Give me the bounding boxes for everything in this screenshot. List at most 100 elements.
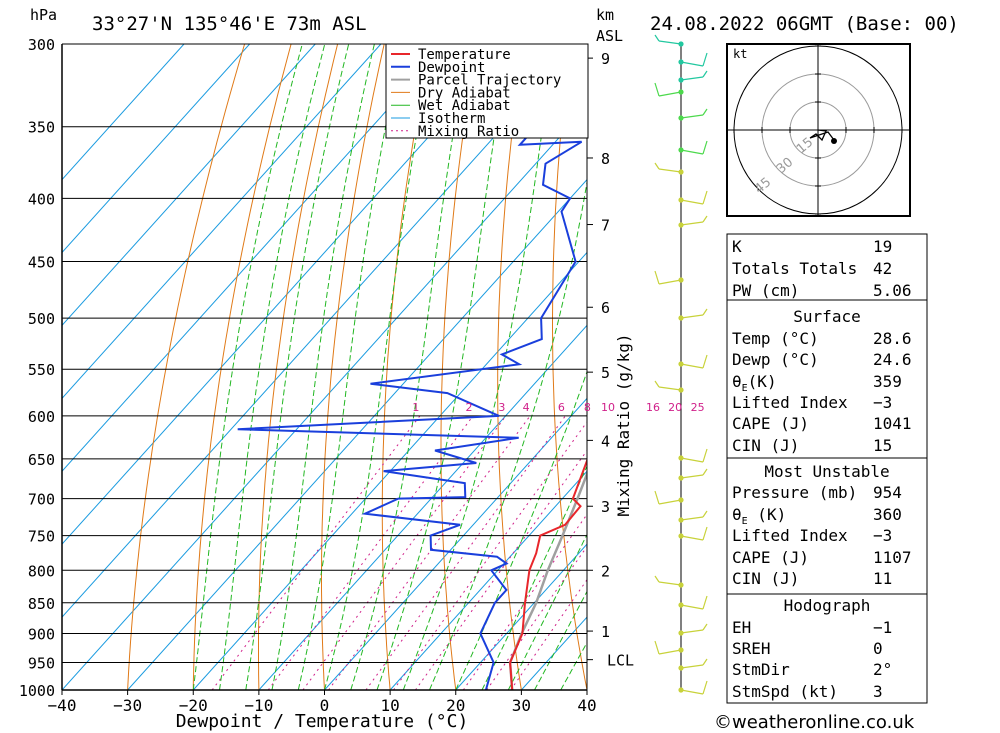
wind-barb (680, 516, 704, 521)
wind-barb-flag (702, 108, 708, 116)
wet-adiabat-line (507, 533, 587, 690)
wind-dot (678, 89, 684, 95)
wind-barb (658, 40, 682, 45)
mixing-ratio-value: 6 (558, 401, 565, 414)
wind-dot (678, 665, 684, 671)
x-tick-label: 0 (320, 696, 330, 715)
mixing-ratio-value: 2 (466, 401, 473, 414)
wind-barb (680, 604, 704, 610)
wind-dot (678, 277, 684, 283)
table-box (726, 457, 928, 595)
sreh-value: 0 (873, 639, 883, 658)
legend-entry: Dewpoint (418, 60, 485, 76)
dry-adiabat-line (657, 44, 718, 690)
isotherm-line (324, 397, 587, 690)
pressure-tick-label: 650 (28, 451, 55, 469)
wind-barb (680, 114, 704, 119)
x-axis-label: Dewpoint / Temperature (°C) (176, 711, 469, 732)
mixing-ratio-value: 20 (668, 401, 682, 414)
isotherm-line (62, 105, 587, 690)
legend-entry: Wet Adiabat (418, 98, 511, 114)
mu-cape-value: 1107 (873, 548, 912, 567)
location-title: 33°27'N 135°46'E 73m ASL (92, 13, 367, 35)
dewpoint-line (237, 44, 583, 690)
wind-barb-flag (702, 468, 708, 476)
storm-direction-value: 2° (873, 660, 892, 679)
wind-barb-flag (654, 82, 660, 97)
wind-barb (658, 91, 682, 97)
wind-barb-flag (702, 510, 708, 518)
dry-adiabat-line (943, 44, 1000, 690)
wind-barb-flag (702, 680, 708, 695)
wet-adiabat-line (245, 44, 350, 690)
wind-barb (680, 149, 704, 155)
wet-adiabat-line (402, 44, 556, 690)
totals-totals-label: Totals Totals (732, 259, 857, 278)
mu-pressure-value: 954 (873, 483, 902, 502)
wind-barb (680, 76, 704, 81)
mixing-ratio-line (267, 415, 474, 690)
wind-barb-flag (702, 308, 708, 316)
pressure-tick-label: 550 (28, 361, 55, 379)
wind-barb-flag (654, 162, 660, 170)
pressure-tick-label: 700 (28, 491, 55, 509)
mixing-ratio-value: 3 (498, 401, 505, 414)
credit-text: ©weatheronline.co.uk (714, 712, 915, 733)
wind-barb (658, 649, 682, 655)
mixing-ratio-line (328, 415, 531, 690)
dry-adiabat-line (258, 44, 339, 690)
mixing-ratio-axis-label: Mixing Ratio (g/kg) (614, 333, 633, 516)
wind-barb (680, 199, 704, 205)
storm-motion-dot (831, 138, 837, 144)
isotherm-line (192, 251, 587, 690)
wind-barb-flag (702, 595, 708, 610)
km-tick-label: LCL (607, 652, 634, 670)
totals-totals-value: 42 (873, 259, 892, 278)
hodograph-trace (809, 129, 835, 142)
wind-barb-flag (702, 70, 708, 78)
mu-lifted-index-label: Lifted Index (732, 526, 848, 545)
km-tick-label: 3 (601, 498, 610, 516)
table-box (726, 233, 928, 301)
wind-barb (658, 386, 682, 391)
axes: 3003504004505005506006507007508008509009… (19, 36, 634, 715)
x-tick-label: −20 (179, 696, 208, 715)
isotherm-line (258, 324, 587, 690)
pressure-tick-label: 300 (28, 36, 55, 54)
pressure-tick-label: 900 (28, 625, 55, 643)
hodograph-title: Hodograph (784, 596, 871, 615)
surface-theta-e-label: θE(K) (732, 372, 777, 394)
wind-barb-flag (702, 658, 708, 666)
isotherm-line (62, 44, 251, 254)
mu-lifted-index-value: −3 (873, 526, 892, 545)
mu-theta-e-label: θE (K) (732, 505, 786, 527)
wind-barb (680, 61, 704, 67)
surface-cape-label: CAPE (J) (732, 414, 809, 433)
wind-dot (678, 533, 684, 539)
wind-barb-flag (702, 526, 708, 541)
wind-barb (680, 363, 704, 369)
dry-adiabat-line (440, 44, 478, 690)
wind-dot (678, 647, 684, 653)
surface-title: Surface (793, 307, 860, 326)
surface-temp-value: 28.6 (873, 329, 912, 348)
km-tick-label: 8 (601, 150, 610, 168)
wind-dot (678, 361, 684, 367)
surface-cin-label: CIN (J) (732, 436, 799, 455)
legend-entry: Parcel Trajectory (418, 73, 561, 89)
isotherm-line (62, 44, 185, 181)
wind-dot (678, 582, 684, 588)
pressure-tick-label: 800 (28, 562, 55, 580)
x-tick-label: −10 (244, 696, 273, 715)
x-tick-label: 30 (512, 696, 531, 715)
wind-barbs (654, 34, 708, 695)
mu-theta-e-value: 360 (873, 505, 902, 524)
pressure-tick-label: 450 (28, 254, 55, 272)
surface-lifted-index-value: −3 (873, 393, 892, 412)
wet-adiabat-line (376, 44, 510, 690)
km-unit-label: km (596, 6, 614, 24)
wind-barb (658, 279, 682, 285)
